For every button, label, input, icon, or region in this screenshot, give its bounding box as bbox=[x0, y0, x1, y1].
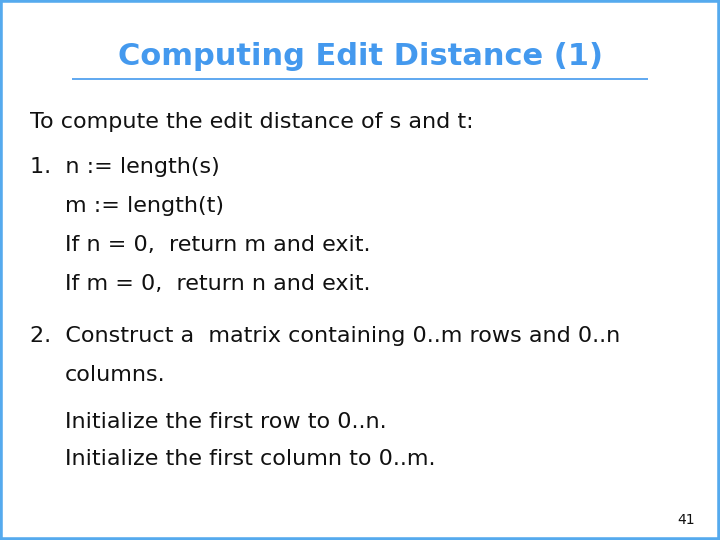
Text: If m = 0,  return n and exit.: If m = 0, return n and exit. bbox=[65, 274, 370, 294]
Text: If n = 0,  return m and exit.: If n = 0, return m and exit. bbox=[65, 235, 370, 255]
Text: Computing Edit Distance (1): Computing Edit Distance (1) bbox=[117, 42, 603, 71]
Text: To compute the edit distance of s and t:: To compute the edit distance of s and t: bbox=[30, 111, 474, 132]
Text: 1.  n := length(s): 1. n := length(s) bbox=[30, 157, 220, 178]
Text: m := length(t): m := length(t) bbox=[65, 196, 224, 217]
Text: Initialize the first row to 0..n.: Initialize the first row to 0..n. bbox=[65, 412, 387, 433]
Text: 2.  Construct a  matrix containing 0..m rows and 0..n: 2. Construct a matrix containing 0..m ro… bbox=[30, 326, 621, 346]
Text: Initialize the first column to 0..m.: Initialize the first column to 0..m. bbox=[65, 449, 436, 469]
Text: 41: 41 bbox=[678, 512, 695, 526]
Text: columns.: columns. bbox=[65, 364, 166, 385]
